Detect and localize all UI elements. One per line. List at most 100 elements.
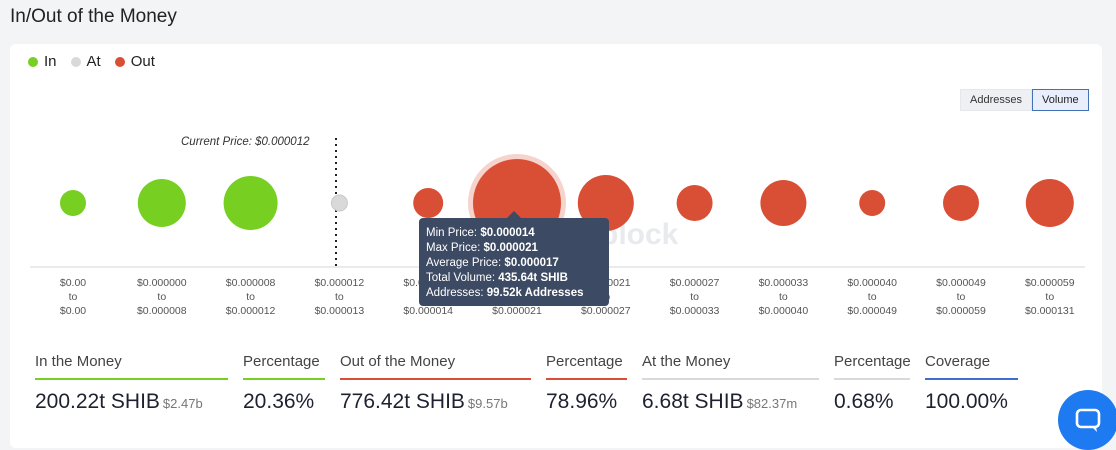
x-tick-label: $0.000059 to $0.000131: [1005, 276, 1095, 318]
stat-value-usd: $82.37m: [746, 396, 798, 411]
stat-value: 0.68%: [834, 390, 894, 413]
tooltip-vol-value: 435.64t SHIB: [498, 272, 568, 284]
bubble-in[interactable]: [60, 190, 86, 216]
stat-label: Percentage: [243, 353, 320, 370]
stat-at-the-money: At the Money 6.68t SHIB $82.37m: [642, 352, 819, 414]
tick-to: to: [956, 291, 966, 303]
tooltip-avg-label: Average Price:: [426, 257, 502, 269]
legend-label-in: In: [44, 53, 57, 70]
x-tick-label: $0.000049 to $0.000059: [916, 276, 1006, 318]
tick-from: $0.000059: [1024, 277, 1075, 289]
stat-in-percentage: Percentage 20.36%: [243, 352, 325, 414]
page-title: In/Out of the Money: [10, 6, 177, 27]
stat-coverage: Coverage 100.00%: [925, 352, 1018, 414]
volume-toggle-button[interactable]: Volume: [1031, 89, 1089, 111]
stat-value: 78.96%: [546, 390, 618, 413]
stat-bar: [834, 378, 910, 380]
legend-item-out[interactable]: Out: [114, 53, 155, 70]
stat-label: Coverage: [925, 353, 991, 370]
x-tick-label: $0.000000 to $0.000008: [117, 276, 207, 318]
tick-from: $0.00: [59, 277, 87, 289]
stat-value: 200.22t SHIB $2.47b: [35, 390, 228, 414]
tick-from: $0.000012: [314, 277, 365, 289]
stat-value: 776.42t SHIB $9.57b: [340, 390, 531, 414]
tick-to: to: [779, 291, 788, 303]
stat-out-percentage: Percentage 78.96%: [546, 352, 627, 414]
bubble-out[interactable]: [413, 188, 444, 218]
x-tick-label: $0.000033 to $0.000040: [738, 276, 828, 318]
tick-from: $0.000008: [225, 277, 276, 289]
stat-value: 20.36%: [243, 390, 315, 413]
tooltip-min-label: Min Price:: [426, 227, 478, 239]
tooltip-addr-value: 99.52k Addresses: [486, 287, 584, 299]
legend-label-at: At: [86, 53, 101, 70]
stat-at-percentage: Percentage 0.68%: [834, 352, 911, 414]
tooltip-min-value: $0.000014: [480, 227, 535, 239]
tick-to-value: $0.000033: [669, 305, 720, 317]
bubble-out[interactable]: [943, 185, 979, 221]
bubble-out[interactable]: [676, 185, 713, 221]
tick-from: $0.000027: [669, 277, 720, 289]
tick-to: to: [68, 291, 78, 303]
tick-to-value: $0.000059: [936, 305, 986, 317]
bubble-tooltip: Min Price: $0.000014 Max Price: $0.00002…: [419, 211, 609, 306]
tick-to-value: $0.00: [59, 305, 87, 317]
legend-dot-out: [114, 56, 125, 67]
bubble-in[interactable]: [137, 179, 186, 227]
stat-label: In the Money: [35, 353, 122, 370]
addresses-toggle-button[interactable]: Addresses: [960, 89, 1032, 111]
tick-to-value: $0.000008: [136, 305, 187, 317]
bubble-at[interactable]: [330, 194, 348, 212]
legend-item-in[interactable]: In: [28, 53, 57, 70]
stat-value-usd: $2.47b: [162, 396, 203, 411]
tick-to-value: $0.000131: [1024, 305, 1075, 317]
tick-to: to: [246, 291, 255, 303]
x-tick-label: $0.00 to $0.00: [28, 276, 118, 318]
legend-dot-in: [28, 56, 38, 67]
tooltip-avg-value: $0.000017: [504, 257, 559, 269]
stat-label: At the Money: [642, 353, 731, 370]
tick-to: to: [1045, 291, 1055, 303]
stat-value-main: 6.68t SHIB: [642, 390, 744, 413]
bubble-out[interactable]: [760, 180, 807, 226]
tick-to: to: [335, 291, 344, 303]
stat-in-the-money: In the Money 200.22t SHIB $2.47b: [35, 352, 228, 414]
stat-bar: [925, 378, 1018, 380]
tooltip-addr-label: Addresses:: [426, 287, 484, 299]
bubble-in[interactable]: [223, 176, 278, 230]
stat-value-usd: $9.57b: [467, 396, 508, 411]
tick-to-value: $0.000049: [847, 305, 897, 317]
legend-item-at[interactable]: At: [70, 53, 101, 70]
tick-to: to: [690, 291, 699, 303]
tick-from: $0.000000: [136, 277, 187, 289]
tick-from: $0.000040: [847, 277, 897, 289]
tick-to-value: $0.000027: [580, 305, 631, 317]
legend: In At Out: [28, 53, 155, 70]
stat-label: Out of the Money: [340, 353, 456, 370]
bubble-out[interactable]: [1025, 179, 1074, 227]
stat-bar: [243, 378, 325, 380]
metric-toggle: Addresses Volume: [960, 89, 1089, 111]
stat-bar: [340, 378, 531, 380]
stat-bar: [35, 378, 228, 380]
stat-label: Percentage: [834, 353, 911, 370]
tick-to-value: $0.000021: [492, 305, 542, 317]
bubble-out[interactable]: [859, 190, 886, 216]
x-tick-label: $0.000027 to $0.000033: [650, 276, 740, 318]
legend-dot-at: [70, 56, 81, 67]
tick-to-value: $0.000040: [758, 305, 809, 317]
tick-from: $0.000049: [936, 277, 986, 289]
x-tick-label: $0.000012 to $0.000013: [294, 276, 384, 318]
chat-bubble-icon: [1075, 408, 1101, 432]
tick-from: $0.000033: [758, 277, 809, 289]
legend-label-out: Out: [130, 53, 155, 70]
tick-to: to: [867, 291, 877, 303]
stat-bar: [642, 378, 819, 380]
bubble-out[interactable]: [577, 175, 634, 231]
chat-support-button[interactable]: [1058, 390, 1116, 450]
tick-to-value: $0.000014: [403, 305, 453, 317]
tick-to: to: [157, 291, 167, 303]
stat-value: 6.68t SHIB $82.37m: [642, 390, 819, 414]
current-price-label: Current Price: $0.000012: [181, 136, 310, 148]
tick-to-value: $0.000012: [225, 305, 276, 317]
